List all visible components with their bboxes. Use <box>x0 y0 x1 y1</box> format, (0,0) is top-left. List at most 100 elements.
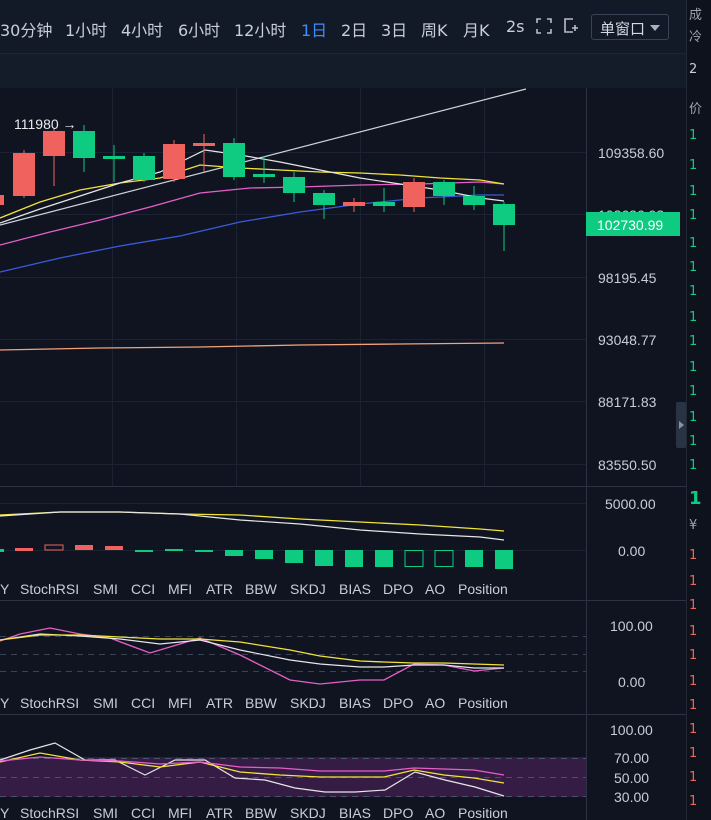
candle-down <box>103 145 125 182</box>
panel3-guides <box>0 758 586 797</box>
timeframe-month[interactable]: 月K <box>463 21 490 40</box>
indicator-tab: ATR <box>206 581 233 597</box>
indicator-tab: BBW <box>245 581 278 597</box>
svg-text:50.00: 50.00 <box>614 770 649 786</box>
fullscreen-icon[interactable] <box>534 16 554 36</box>
orderbook-text: 1 <box>689 410 698 425</box>
panel2-bg <box>0 601 686 714</box>
panel1-line-b <box>0 511 505 541</box>
price-axis-label: 88171.83 <box>598 394 657 410</box>
indicator-tab: SKDJ <box>290 805 326 820</box>
timeframe-4h[interactable]: 4小时 <box>121 21 164 40</box>
timeframe-6h[interactable]: 6小时 <box>178 21 221 40</box>
price-axis-label: 109358.60 <box>598 145 664 161</box>
panel3-tabs[interactable]: Y StochRSI SMI CCI MFI ATR BBW SKDJ BIAS… <box>0 805 508 820</box>
timeframe-1h[interactable]: 1小时 <box>65 21 108 40</box>
indicator-tab: BIAS <box>339 581 371 597</box>
svg-text:70.00: 70.00 <box>614 750 649 766</box>
candle-down <box>283 172 305 202</box>
timeframe-3d[interactable]: 3日 <box>381 21 408 40</box>
candle-up <box>13 150 35 198</box>
panel3-line-b <box>0 742 505 797</box>
candlesticks[interactable] <box>0 125 515 251</box>
timeframe-1d[interactable]: 1日 <box>301 21 328 40</box>
timeframe-2d[interactable]: 2日 <box>341 21 368 40</box>
timeframe-week[interactable]: 周K <box>421 21 448 40</box>
orderbook-text: 冷 <box>689 30 703 45</box>
orderbook-text: 1 <box>689 648 698 663</box>
timeframe-12h[interactable]: 12小时 <box>234 21 287 40</box>
panel3-line-c <box>0 756 505 776</box>
window-mode-select[interactable]: 单窗口 <box>591 14 669 40</box>
timeframe-2s[interactable]: 2s <box>506 17 525 36</box>
indicator-tab: SKDJ <box>290 581 326 597</box>
indicator-tab: MFI <box>168 805 192 820</box>
orderbook-text: 1 <box>689 208 698 223</box>
orderbook-text: 2 <box>689 62 698 77</box>
indicator-tab: Position <box>458 695 508 711</box>
chevron-down-icon <box>650 25 660 31</box>
chart-subbar <box>0 54 686 88</box>
candle-down <box>493 202 515 251</box>
indicator-tab: BBW <box>245 805 278 820</box>
orderbook-text: 1 <box>689 434 698 449</box>
svg-text:30.00: 30.00 <box>614 789 649 805</box>
indicator-tab: ATR <box>206 695 233 711</box>
orderbook-text: ¥ <box>689 518 698 533</box>
indicator-tab: BIAS <box>339 805 371 820</box>
svg-text:100.00: 100.00 <box>610 618 653 634</box>
indicator-tab: Y <box>0 695 10 711</box>
panel1-tabs[interactable]: Y StochRSI SMI CCI MFI ATR BBW SKDJ BIAS… <box>0 581 508 597</box>
panel1-bg <box>0 487 686 600</box>
indicator-tab: MFI <box>168 695 192 711</box>
orderbook-text: 1 <box>689 236 698 251</box>
orderbook-text: 1 <box>689 598 698 613</box>
indicator-tab: MFI <box>168 581 192 597</box>
orderbook-text: 1 <box>689 624 698 639</box>
orderbook-text: 1 <box>689 746 698 761</box>
candle-down <box>313 190 335 219</box>
high-price-marker: 111980 → <box>14 116 77 132</box>
candle-up <box>193 134 215 172</box>
svg-text:0.00: 0.00 <box>618 543 645 559</box>
indicator-tab: Y <box>0 805 10 820</box>
indicator-tab: DPO <box>383 805 413 820</box>
orderbook-text: 1 <box>689 574 698 589</box>
orderbook-text: 价 <box>689 102 703 117</box>
orderbook-text: 1 <box>689 770 698 785</box>
candle-down <box>223 138 245 180</box>
panel1-histogram <box>0 544 513 569</box>
candle-up <box>163 140 185 182</box>
current-price-tag <box>586 212 680 236</box>
collapse-panel-handle[interactable] <box>676 402 686 448</box>
candle-down <box>433 180 455 205</box>
panel2-tabs[interactable]: Y StochRSI SMI CCI MFI ATR BBW SKDJ BIAS… <box>0 695 508 711</box>
popout-icon[interactable] <box>561 16 581 36</box>
orderbook-text: 1 <box>689 284 698 299</box>
ma-slow-line <box>0 342 505 351</box>
panel2-line-b <box>0 633 504 669</box>
orderbook-text: 1 <box>689 458 698 473</box>
ma-mid-line <box>0 164 505 219</box>
indicator-tab: StochRSI <box>20 695 79 711</box>
orderbook-text: 1 <box>689 698 698 713</box>
svg-text:100.00: 100.00 <box>610 722 653 738</box>
panel2-guides <box>0 636 586 672</box>
chart-plot[interactable]: 111980 → 109358.60 103626.92 98195.45 93… <box>0 0 686 820</box>
price-axis-label: 83550.50 <box>598 457 657 473</box>
candle-down <box>373 188 395 212</box>
timeframe-toolbar: 30分钟 1小时 4小时 6小时 12小时 1日 2日 3日 周K 月K 2s … <box>0 0 686 54</box>
indicator-tab: SMI <box>93 581 118 597</box>
main-panel-bg <box>0 88 686 486</box>
indicator-tab: SMI <box>93 805 118 820</box>
timeframe-30m[interactable]: 30分钟 <box>0 21 53 40</box>
indicator-tab: SMI <box>93 695 118 711</box>
indicator-tab: CCI <box>131 805 155 820</box>
indicator-tab: DPO <box>383 581 413 597</box>
trendline[interactable] <box>0 88 527 226</box>
indicator-tab: Position <box>458 805 508 820</box>
orderbook-text: 1 <box>689 310 698 325</box>
window-mode-label: 单窗口 <box>600 20 646 38</box>
candle-up <box>403 178 425 212</box>
orderbook-text: 1 <box>689 360 698 375</box>
